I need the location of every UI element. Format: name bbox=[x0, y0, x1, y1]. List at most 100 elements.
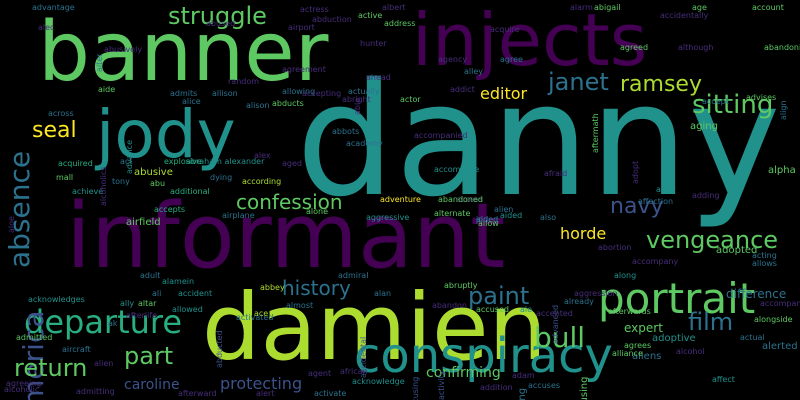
cloud-word: ak bbox=[108, 319, 118, 328]
cloud-word: aging bbox=[690, 121, 718, 132]
cloud-word: ally bbox=[120, 299, 135, 308]
cloud-word: alien bbox=[94, 359, 114, 368]
cloud-word: mall bbox=[56, 173, 74, 182]
cloud-word: paint bbox=[468, 282, 530, 310]
cloud-word: able bbox=[353, 98, 362, 116]
cloud-word: accidentally bbox=[660, 11, 709, 20]
cloud-word: danny bbox=[296, 49, 781, 231]
cloud-word: protecting bbox=[220, 374, 303, 393]
cloud-word: academy bbox=[346, 139, 383, 148]
cloud-word: conspiracy bbox=[354, 328, 613, 384]
cloud-word: alongside bbox=[754, 315, 793, 324]
cloud-word: aiter bbox=[95, 53, 104, 72]
cloud-word: ahead bbox=[366, 73, 391, 82]
cloud-word: agrees bbox=[624, 341, 652, 350]
cloud-word: abusive bbox=[134, 167, 173, 178]
cloud-word: aide bbox=[98, 85, 116, 94]
cloud-word: acquired bbox=[58, 159, 93, 168]
cloud-word: adopted bbox=[716, 245, 758, 256]
cloud-word: airfield bbox=[126, 217, 161, 228]
cloud-word: accuses bbox=[528, 381, 561, 390]
cloud-word: advantage bbox=[32, 3, 75, 12]
cloud-word: act bbox=[120, 157, 133, 166]
cloud-word: ali bbox=[152, 289, 162, 298]
cloud-word: admitting bbox=[76, 387, 115, 396]
cloud-word: addition bbox=[480, 383, 513, 392]
cloud-word: alison bbox=[246, 101, 270, 110]
cloud-word: expert bbox=[624, 321, 663, 335]
cloud-word: aided bbox=[476, 215, 499, 224]
cloud-word: actress bbox=[300, 5, 329, 14]
cloud-word: across bbox=[48, 109, 74, 118]
cloud-word: alcoholic bbox=[4, 385, 40, 394]
cloud-word: navy bbox=[610, 194, 664, 219]
cloud-word: accusing bbox=[411, 377, 420, 400]
cloud-word: activated bbox=[236, 313, 274, 322]
cloud-word: according bbox=[242, 177, 282, 186]
cloud-word: bull bbox=[534, 321, 586, 354]
cloud-word: affection bbox=[638, 197, 674, 206]
cloud-word: aloe bbox=[7, 216, 16, 234]
cloud-word: aggression bbox=[574, 289, 618, 298]
cloud-word: accompanied bbox=[414, 131, 468, 140]
cloud-word: abbey bbox=[260, 283, 285, 292]
cloud-word: although bbox=[678, 43, 714, 52]
cloud-word: active bbox=[358, 11, 383, 20]
cloud-word: portrait bbox=[598, 274, 756, 323]
cloud-word: aircraft bbox=[62, 345, 91, 354]
cloud-word: aided bbox=[500, 211, 523, 220]
cloud-word: alpha bbox=[768, 165, 796, 176]
cloud-word: abducts bbox=[272, 99, 304, 108]
cloud-word: accomplice bbox=[434, 165, 480, 174]
cloud-word: ramsey bbox=[620, 72, 702, 97]
cloud-word: injects bbox=[412, 0, 648, 82]
cloud-word: confession bbox=[236, 190, 343, 214]
cloud-word: acknowledge bbox=[352, 377, 405, 386]
cloud-word: address bbox=[384, 19, 416, 28]
cloud-word: affect bbox=[712, 375, 735, 384]
cloud-word: aged bbox=[282, 159, 302, 168]
cloud-word: admits bbox=[170, 89, 198, 98]
cloud-word: film bbox=[688, 308, 734, 336]
cloud-word: abright bbox=[342, 95, 371, 104]
cloud-word: afterwards bbox=[608, 307, 651, 316]
cloud-word: adopt bbox=[631, 160, 640, 184]
cloud-word: addict bbox=[450, 85, 475, 94]
cloud-word: aggressive bbox=[366, 213, 410, 222]
cloud-word: jon bbox=[476, 215, 489, 224]
cloud-word: history bbox=[282, 276, 351, 300]
cloud-word: albert bbox=[382, 3, 406, 12]
cloud-word: allowing bbox=[282, 87, 316, 96]
cloud-word: confirming bbox=[426, 365, 501, 381]
cloud-word: return bbox=[14, 354, 88, 382]
cloud-word: allowed bbox=[172, 305, 203, 314]
cloud-word: abby bbox=[656, 185, 676, 194]
cloud-word: alerted bbox=[762, 341, 798, 352]
cloud-word: abused bbox=[206, 19, 236, 28]
cloud-word: random bbox=[228, 77, 260, 86]
cloud-word: activate bbox=[314, 389, 347, 398]
cloud-word: admiral bbox=[338, 271, 369, 280]
cloud-word: alex bbox=[254, 151, 271, 160]
cloud-word: ale bbox=[520, 305, 533, 314]
cloud-word: advance bbox=[125, 139, 134, 174]
cloud-word: accompany bbox=[632, 257, 679, 266]
cloud-word: acquire bbox=[490, 25, 520, 34]
cloud-word: accepted bbox=[536, 309, 573, 318]
cloud-word: adoptive bbox=[652, 333, 696, 344]
cloud-word: accept bbox=[702, 97, 729, 106]
cloud-word: abandoning bbox=[764, 43, 800, 52]
cloud-word: alliance bbox=[612, 349, 643, 358]
cloud-word: account bbox=[752, 3, 784, 12]
cloud-word: caroline bbox=[124, 377, 180, 393]
cloud-word: dying bbox=[210, 173, 233, 182]
cloud-word: actually bbox=[348, 87, 380, 96]
cloud-word: abandon bbox=[432, 301, 467, 310]
cloud-word: sitting bbox=[692, 90, 774, 120]
cloud-word: accident bbox=[178, 289, 213, 298]
cloud-word: jody bbox=[96, 96, 236, 173]
cloud-word: abusively bbox=[104, 45, 143, 54]
cloud-word: african bbox=[340, 367, 368, 376]
cloud-word: seal bbox=[32, 118, 77, 143]
cloud-word: additional bbox=[170, 187, 210, 196]
